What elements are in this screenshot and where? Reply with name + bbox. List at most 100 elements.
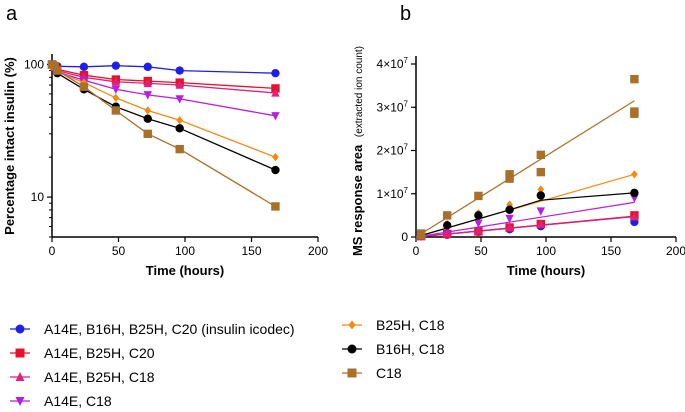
chart-b-point-s3 xyxy=(474,225,483,235)
chart-b-x-tick-label: 200 xyxy=(666,244,685,258)
chart-b-x-tick-label: 150 xyxy=(601,244,621,258)
chart-a: 10 100 0 50 100 150 200 Time (hours) Percenta… xyxy=(2,54,328,278)
legend-swatch-marker xyxy=(347,344,357,354)
legend-swatch-marker xyxy=(15,372,25,381)
chart-b-point-s5 xyxy=(631,170,638,179)
chart-a-point-s1 xyxy=(271,68,280,78)
chart-b-point-s4 xyxy=(536,207,545,216)
chart-a-point-s7 xyxy=(53,66,62,75)
chart-b-point-s3 xyxy=(630,211,639,221)
chart-b-point-s7 xyxy=(443,211,452,220)
chart-b-y-title-main: MS response area xyxy=(350,144,365,256)
legend-item-s1: A14E, B16H, B25H, C20 (insulin icodec) xyxy=(10,321,295,337)
legend-label: A14E, B25H, C18 xyxy=(44,369,155,385)
chart-a-point-s4 xyxy=(111,85,121,95)
chart-b-y-title-sub: (extracted ion count) xyxy=(354,46,365,137)
chart-b-y-title: MS response area (extracted ion count) xyxy=(350,46,365,256)
legend-item-s5: B25H, C18 xyxy=(342,317,445,333)
legend: A14E, B16H, B25H, C20 (insulin icodec) A1… xyxy=(10,317,445,409)
chart-b-y-tick-label: 1×107 xyxy=(377,186,409,201)
legend-item-s3: A14E, B25H, C18 xyxy=(10,369,155,385)
chart-b-x-title: Time (hours) xyxy=(507,263,586,278)
chart-a-point-s6 xyxy=(143,114,152,123)
chart-b-fit-s7 xyxy=(415,100,635,238)
chart-b-point-s4 xyxy=(474,219,483,228)
chart-b-y-tick-label: 2×107 xyxy=(377,143,409,158)
chart-a-point-s4 xyxy=(175,95,184,104)
chart-b-point-s6 xyxy=(505,205,514,214)
chart-b-y-tick-label: 4×107 xyxy=(377,56,409,71)
legend-label: B25H, C18 xyxy=(376,317,445,333)
chart-b-point-s7 xyxy=(505,170,514,179)
chart-b-point-s7 xyxy=(505,174,514,183)
chart-b-point-s7 xyxy=(630,74,639,84)
chart-a-x-tick-label: 150 xyxy=(241,244,261,258)
chart-b-point-s4 xyxy=(505,214,514,224)
legend-label: A14E, C18 xyxy=(44,393,112,409)
chart-b-point-s7 xyxy=(474,191,483,201)
chart-a-point-s7 xyxy=(79,82,89,91)
chart-a-series-s7 xyxy=(47,60,280,211)
chart-a-point-s5 xyxy=(176,116,184,125)
chart-a-point-s6 xyxy=(175,124,184,133)
chart-b-point-s7 xyxy=(536,150,545,160)
panel-label-b: b xyxy=(400,3,411,25)
legend-item-s7: C18 xyxy=(342,365,402,381)
chart-a-x-tick-label: 200 xyxy=(308,244,328,258)
chart-b-x-tick-label: 0 xyxy=(413,244,420,258)
chart-a-point-s3 xyxy=(111,77,121,86)
chart-a-point-s4 xyxy=(143,91,152,100)
chart-b-point-s6 xyxy=(443,221,452,230)
chart-a-point-s7 xyxy=(271,202,280,211)
chart-b-point-s6 xyxy=(474,211,483,220)
legend-label: A14E, B25H, C20 xyxy=(44,345,155,361)
legend-label: A14E, B16H, B25H, C20 (insulin icodec) xyxy=(44,321,295,337)
chart-a-point-s4 xyxy=(271,112,280,121)
chart-a-point-s7 xyxy=(143,129,152,139)
legend-label: C18 xyxy=(376,365,402,381)
legend-label: B16H, C18 xyxy=(376,341,445,357)
chart-a-point-s7 xyxy=(111,106,121,115)
chart-b-fit-s6 xyxy=(415,192,635,238)
chart-b-fit-s3 xyxy=(415,216,635,238)
chart-a-point-s1 xyxy=(175,66,184,75)
chart-b-point-s7 xyxy=(417,231,426,240)
chart-a-x-tick-label: 50 xyxy=(112,244,126,258)
chart-a-point-s5 xyxy=(272,152,279,162)
chart-a-y-tick-label: 100 xyxy=(24,57,44,71)
chart-a-point-s3 xyxy=(271,88,280,97)
legend-swatch-marker xyxy=(15,348,25,358)
chart-b-x-tick-label: 50 xyxy=(474,244,488,258)
chart-a-x-tick-label: 0 xyxy=(49,244,56,258)
chart-b-point-s3 xyxy=(505,222,514,232)
chart-b-point-s5 xyxy=(537,185,545,194)
chart-b-series-s7 xyxy=(415,74,639,240)
chart-a-point-s7 xyxy=(175,144,184,154)
chart-a-x-title: Time (hours) xyxy=(146,263,225,278)
chart-b-fit-s4 xyxy=(415,201,635,238)
chart-a-point-s6 xyxy=(271,165,280,175)
chart-a-point-s1 xyxy=(143,62,152,72)
legend-item-s6: B16H, C18 xyxy=(342,341,445,357)
chart-a-point-s1 xyxy=(111,61,121,70)
chart-a-point-s3 xyxy=(143,78,152,88)
chart-b: 0 1×107 2×107 3×107 4×107 0 50 100 150 200 Time … xyxy=(350,46,685,278)
legend-swatch-marker xyxy=(15,397,25,406)
chart-b-point-s7 xyxy=(536,167,545,177)
chart-b-x-tick-label: 100 xyxy=(536,244,556,258)
chart-a-y-tick-label: 10 xyxy=(31,190,45,204)
legend-swatch-marker xyxy=(347,368,357,378)
chart-b-y-tick-label: 0 xyxy=(401,230,408,244)
chart-b-point-s6 xyxy=(536,191,545,200)
chart-b-point-s6 xyxy=(630,188,639,198)
chart-b-point-s5 xyxy=(506,200,513,209)
chart-a-point-s5 xyxy=(144,106,152,115)
chart-a-point-s5 xyxy=(112,93,120,103)
legend-item-s4: A14E, C18 xyxy=(10,393,112,409)
chart-a-y-title: Percentage intact insulin (%) xyxy=(2,57,17,235)
chart-b-point-s3 xyxy=(536,219,545,228)
panel-label-a: a xyxy=(6,3,18,25)
legend-swatch-marker xyxy=(348,320,356,330)
chart-a-x-tick-label: 100 xyxy=(175,244,195,258)
